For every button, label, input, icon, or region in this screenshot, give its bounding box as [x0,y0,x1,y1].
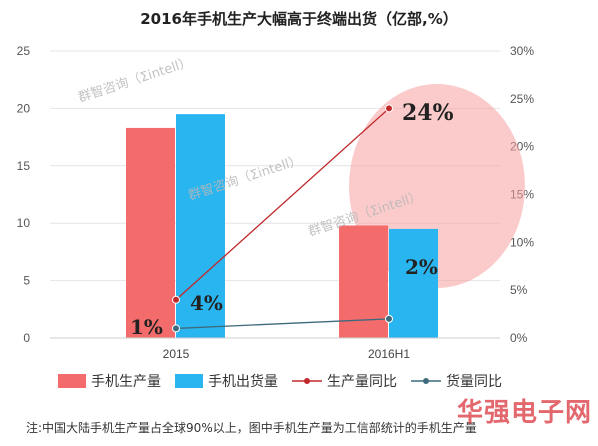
left-tick-label: 0 [23,331,30,345]
series-point [385,314,393,323]
legend-label: 手机出货量 [208,373,278,390]
data-label: 24% [402,100,454,126]
right-tick-label: 0% [510,331,528,345]
bar [126,127,175,338]
series-point [172,295,180,304]
legend-label: 手机生产量 [91,374,161,390]
watermark-text: 群智咨询（Σintell） [77,55,194,106]
footnote: 注:中国大陆手机生产量占全球90%以上，图中手机生产量为工信部统计的手机生产量 [26,421,477,435]
data-label: 2% [405,255,438,279]
left-tick-label: 20 [17,101,31,115]
series-point [385,104,393,113]
left-tick-label: 25 [17,44,31,58]
lines [172,104,393,333]
chart-title: 2016年手机生产大幅高于终端出货（亿部,%） [140,10,457,28]
legend-swatch [58,374,86,388]
left-tick-label: 10 [17,216,31,230]
data-label: 4% [190,291,223,315]
data-label: 1% [130,315,163,339]
series-line [175,318,390,330]
category-label: 2015 [163,347,190,361]
brand-watermark: 华强电子网 [456,398,592,428]
legend: 手机生产量 手机出货量 生产量同比 货量同比 [58,373,502,390]
right-tick-label: 25% [510,92,534,106]
category-label: 2016H1 [368,347,410,361]
left-tick-label: 15 [17,159,31,173]
right-tick-label: 30% [510,44,534,58]
legend-label: 生产量同比 [327,374,397,390]
series-line [175,107,390,301]
left-axis-ticks: 0 5 10 15 20 25 [17,44,31,345]
bar [176,114,225,338]
legend-marker [304,378,310,384]
legend-marker [423,378,429,384]
data-labels: 4% 24% 1% 2% [130,100,454,339]
legend-swatch [175,374,203,388]
right-tick-label: 10% [510,235,534,249]
category-labels: 2015 2016H1 [163,347,411,361]
bar [389,228,438,338]
right-tick-label: 5% [510,283,528,297]
left-tick-label: 5 [23,274,30,288]
bars [126,114,438,338]
series-point [172,324,180,333]
legend-label: 货量同比 [446,373,502,390]
